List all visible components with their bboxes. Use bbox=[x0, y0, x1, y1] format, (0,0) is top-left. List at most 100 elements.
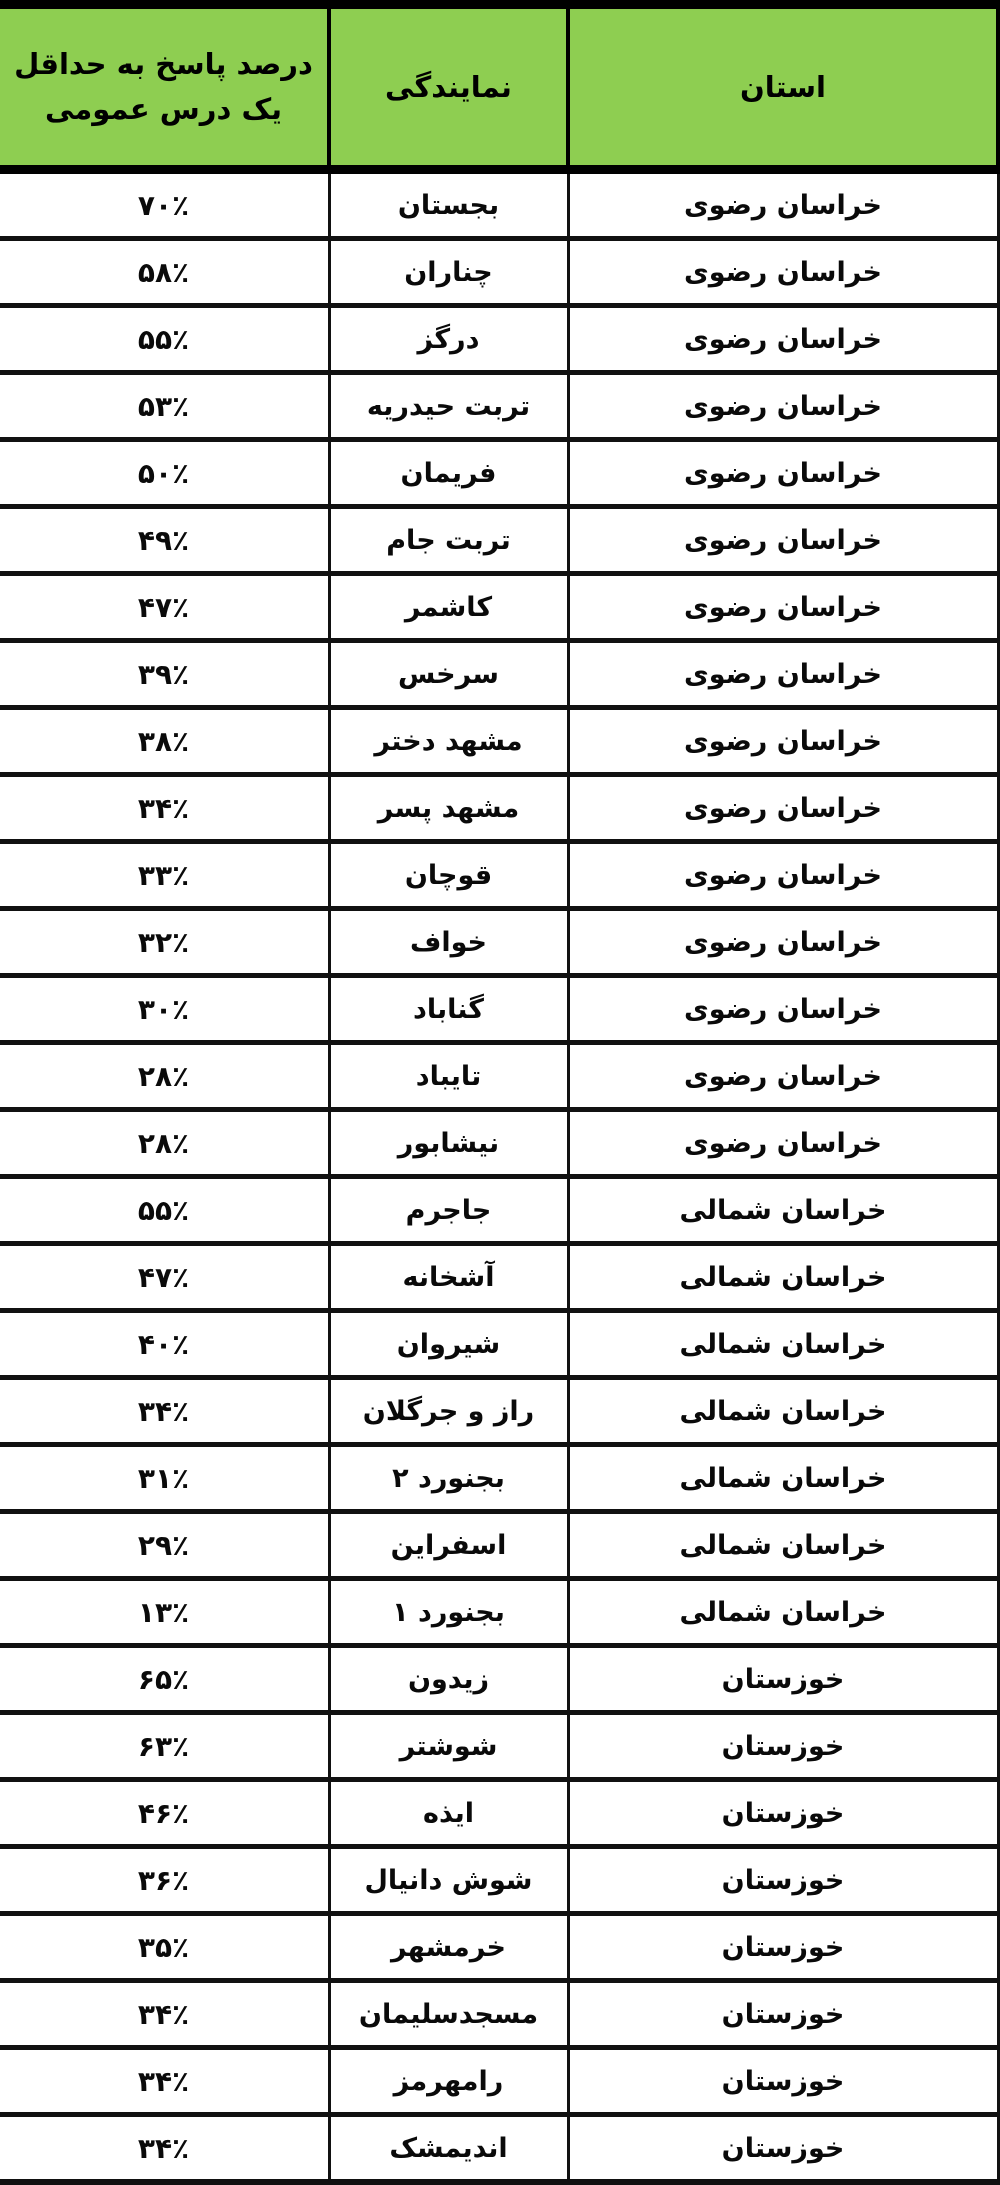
cell-province: خوزستان bbox=[566, 2114, 1000, 2185]
table-body: خراسان رضوی بجستان ۷۰٪ خراسان رضوی چناران ۵۸٪… bbox=[0, 169, 1000, 2185]
cell-percent: ۴۹٪ bbox=[0, 506, 331, 576]
cell-percent: ۲۸٪ bbox=[0, 1109, 331, 1179]
cell-branch: فریمان bbox=[327, 439, 570, 509]
cell-percent: ۲۸٪ bbox=[0, 1042, 331, 1112]
cell-branch: خرمشهر bbox=[327, 1913, 570, 1983]
cell-branch: مسجدسلیمان bbox=[327, 1980, 570, 2050]
cell-province: خراسان شمالی bbox=[566, 1176, 1000, 1246]
cell-percent: ۳۶٪ bbox=[0, 1846, 331, 1916]
cell-branch: گناباد bbox=[327, 975, 570, 1045]
cell-percent: ۳۳٪ bbox=[0, 841, 331, 911]
table-row: خراسان رضوی بجستان ۷۰٪ bbox=[0, 169, 1000, 241]
cell-percent: ۳۰٪ bbox=[0, 975, 331, 1045]
table-row: خوزستان مسجدسلیمان ۳۴٪ bbox=[0, 1980, 1000, 2050]
table-row: خراسان رضوی گناباد ۳۰٪ bbox=[0, 975, 1000, 1045]
cell-province: خراسان رضوی bbox=[566, 372, 1000, 442]
table-row: خراسان شمالی بجنورد ۲ ۳۱٪ bbox=[0, 1444, 1000, 1514]
column-header-percent: درصد پاسخ به حداقل یک درس عمومی bbox=[0, 0, 331, 174]
cell-percent: ۱۳٪ bbox=[0, 1578, 331, 1648]
cell-percent: ۳۹٪ bbox=[0, 640, 331, 710]
cell-percent: ۵۸٪ bbox=[0, 238, 331, 308]
table-row: خراسان شمالی بجنورد ۱ ۱۳٪ bbox=[0, 1578, 1000, 1648]
cell-percent: ۵۵٪ bbox=[0, 1176, 331, 1246]
cell-province: خراسان رضوی bbox=[566, 1042, 1000, 1112]
cell-province: خراسان رضوی bbox=[566, 506, 1000, 576]
cell-percent: ۳۴٪ bbox=[0, 1980, 331, 2050]
cell-percent: ۳۸٪ bbox=[0, 707, 331, 777]
cell-province: خراسان شمالی bbox=[566, 1243, 1000, 1313]
cell-percent: ۳۴٪ bbox=[0, 2114, 331, 2185]
table-row: خوزستان زیدون ۶۵٪ bbox=[0, 1645, 1000, 1715]
cell-province: خوزستان bbox=[566, 1712, 1000, 1782]
cell-branch: اندیمشک bbox=[327, 2114, 570, 2185]
cell-branch: اسفراین bbox=[327, 1511, 570, 1581]
column-header-province: استان bbox=[566, 0, 1000, 174]
cell-province: خوزستان bbox=[566, 2047, 1000, 2117]
table-header-row: استان نمایندگی درصد پاسخ به حداقل یک درس… bbox=[0, 0, 1000, 174]
cell-province: خراسان رضوی bbox=[566, 573, 1000, 643]
cell-province: خراسان رضوی bbox=[566, 169, 1000, 241]
cell-branch: مشهد دختر bbox=[327, 707, 570, 777]
table-row: خراسان شمالی راز و جرگلان ۳۴٪ bbox=[0, 1377, 1000, 1447]
cell-province: خوزستان bbox=[566, 1846, 1000, 1916]
cell-branch: آشخانه bbox=[327, 1243, 570, 1313]
cell-percent: ۴۰٪ bbox=[0, 1310, 331, 1380]
table-row: خراسان رضوی درگز ۵۵٪ bbox=[0, 305, 1000, 375]
table-row: خراسان رضوی تربت حیدریه ۵۳٪ bbox=[0, 372, 1000, 442]
table-row: خوزستان شوش دانیال ۳۶٪ bbox=[0, 1846, 1000, 1916]
cell-branch: تربت جام bbox=[327, 506, 570, 576]
cell-province: خراسان رضوی bbox=[566, 841, 1000, 911]
cell-province: خراسان رضوی bbox=[566, 439, 1000, 509]
cell-branch: نیشابور bbox=[327, 1109, 570, 1179]
table-row: خراسان رضوی تایباد ۲۸٪ bbox=[0, 1042, 1000, 1112]
table-row: خراسان شمالی اسفراین ۲۹٪ bbox=[0, 1511, 1000, 1581]
table-row: خراسان شمالی آشخانه ۴۷٪ bbox=[0, 1243, 1000, 1313]
cell-province: خراسان شمالی bbox=[566, 1511, 1000, 1581]
table-row: خراسان رضوی تربت جام ۴۹٪ bbox=[0, 506, 1000, 576]
cell-percent: ۶۳٪ bbox=[0, 1712, 331, 1782]
table-header: استان نمایندگی درصد پاسخ به حداقل یک درس… bbox=[0, 0, 1000, 174]
table-row: خراسان رضوی سرخس ۳۹٪ bbox=[0, 640, 1000, 710]
cell-percent: ۵۵٪ bbox=[0, 305, 331, 375]
cell-province: خوزستان bbox=[566, 1980, 1000, 2050]
cell-branch: قوچان bbox=[327, 841, 570, 911]
cell-province: خوزستان bbox=[566, 1645, 1000, 1715]
table-row: خراسان رضوی قوچان ۳۳٪ bbox=[0, 841, 1000, 911]
table-row: خراسان رضوی مشهد دختر ۳۸٪ bbox=[0, 707, 1000, 777]
table-row: خراسان رضوی فریمان ۵۰٪ bbox=[0, 439, 1000, 509]
cell-province: خراسان رضوی bbox=[566, 640, 1000, 710]
table-row: خراسان رضوی خواف ۳۲٪ bbox=[0, 908, 1000, 978]
cell-percent: ۳۴٪ bbox=[0, 774, 331, 844]
cell-percent: ۵۳٪ bbox=[0, 372, 331, 442]
table-row: خراسان رضوی مشهد پسر ۳۴٪ bbox=[0, 774, 1000, 844]
cell-branch: تربت حیدریه bbox=[327, 372, 570, 442]
cell-province: خراسان شمالی bbox=[566, 1578, 1000, 1648]
cell-province: خوزستان bbox=[566, 1779, 1000, 1849]
cell-province: خراسان رضوی bbox=[566, 238, 1000, 308]
cell-branch: رامهرمز bbox=[327, 2047, 570, 2117]
cell-branch: راز و جرگلان bbox=[327, 1377, 570, 1447]
cell-branch: چناران bbox=[327, 238, 570, 308]
cell-percent: ۴۷٪ bbox=[0, 573, 331, 643]
cell-percent: ۶۵٪ bbox=[0, 1645, 331, 1715]
table-row: خوزستان شوشتر ۶۳٪ bbox=[0, 1712, 1000, 1782]
cell-branch: مشهد پسر bbox=[327, 774, 570, 844]
table-row: خراسان رضوی کاشمر ۴۷٪ bbox=[0, 573, 1000, 643]
cell-percent: ۷۰٪ bbox=[0, 169, 331, 241]
cell-percent: ۳۴٪ bbox=[0, 2047, 331, 2117]
table-row: خوزستان رامهرمز ۳۴٪ bbox=[0, 2047, 1000, 2117]
cell-province: خراسان رضوی bbox=[566, 908, 1000, 978]
cell-province: خراسان شمالی bbox=[566, 1310, 1000, 1380]
cell-percent: ۴۶٪ bbox=[0, 1779, 331, 1849]
table-row: خراسان رضوی چناران ۵۸٪ bbox=[0, 238, 1000, 308]
cell-branch: شوش دانیال bbox=[327, 1846, 570, 1916]
table-row: خراسان رضوی نیشابور ۲۸٪ bbox=[0, 1109, 1000, 1179]
cell-branch: بجنورد ۱ bbox=[327, 1578, 570, 1648]
table-row: خراسان شمالی شیروان ۴۰٪ bbox=[0, 1310, 1000, 1380]
table-row: خوزستان اندیمشک ۳۴٪ bbox=[0, 2114, 1000, 2185]
cell-province: خراسان رضوی bbox=[566, 305, 1000, 375]
cell-branch: زیدون bbox=[327, 1645, 570, 1715]
cell-percent: ۳۲٪ bbox=[0, 908, 331, 978]
